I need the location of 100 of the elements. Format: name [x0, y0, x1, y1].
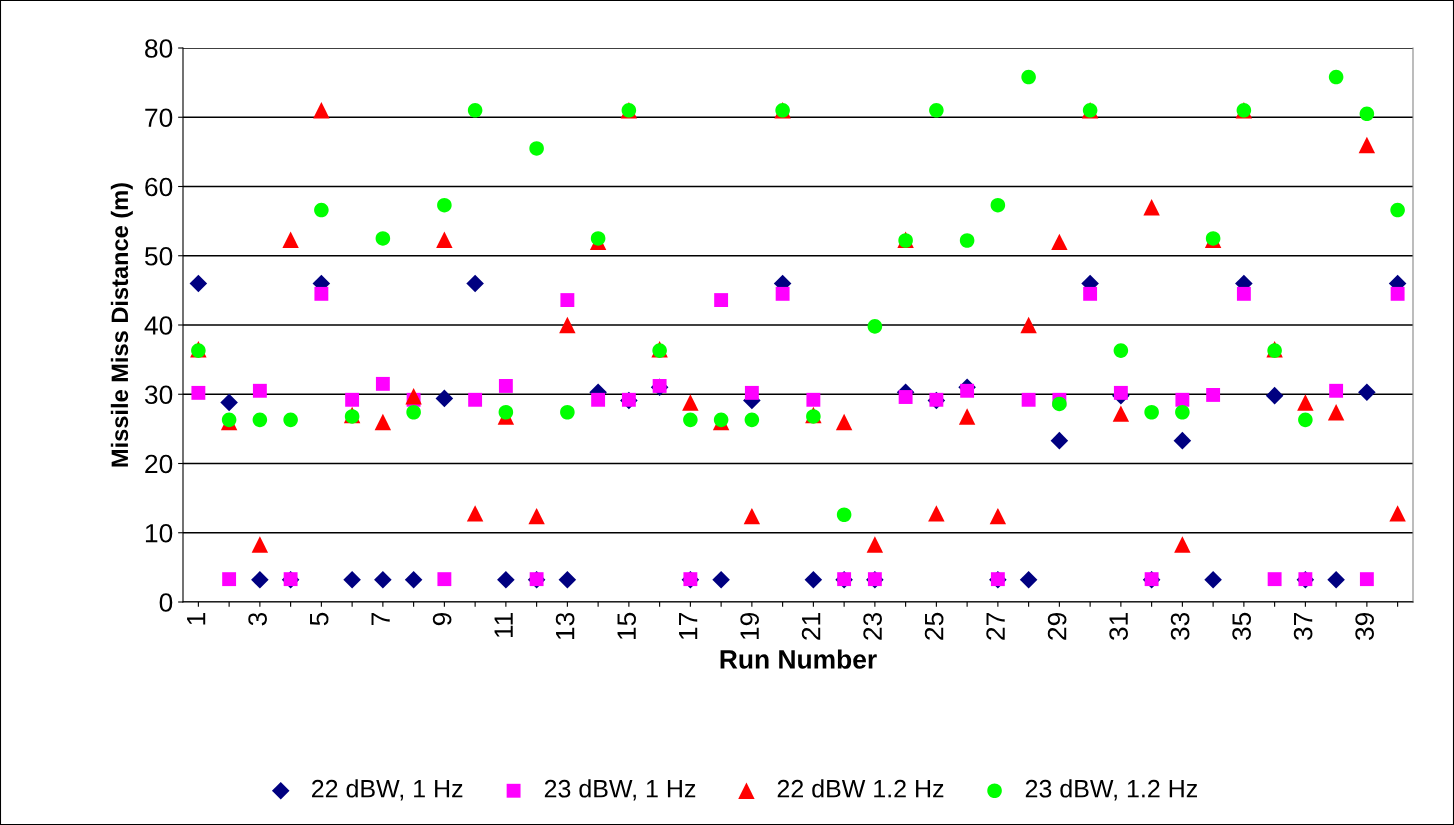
point	[682, 394, 699, 411]
point	[404, 571, 423, 589]
legend-label: 23 dBW, 1.2 Hz	[1025, 779, 1198, 801]
point	[466, 505, 484, 522]
point	[652, 379, 667, 393]
point	[1359, 106, 1375, 122]
point	[1175, 404, 1190, 420]
point	[406, 404, 421, 420]
point	[251, 571, 269, 589]
legend-label: 22 dBW 1.2 Hz	[777, 779, 944, 798]
point	[468, 392, 483, 407]
x-tick-label: 25	[924, 612, 944, 640]
point	[959, 233, 975, 248]
point	[1267, 572, 1282, 587]
point	[1265, 386, 1284, 405]
point	[498, 404, 514, 420]
y-tick-label: 40	[144, 316, 173, 335]
point	[252, 383, 267, 398]
point	[1236, 286, 1251, 301]
point	[191, 385, 206, 400]
point	[1173, 431, 1192, 450]
y-tick-label: 0	[159, 593, 173, 612]
point	[437, 197, 452, 213]
point	[960, 383, 975, 398]
point	[1021, 69, 1036, 85]
point	[929, 103, 944, 118]
point	[714, 293, 729, 308]
y-tick-label: 70	[145, 108, 173, 128]
point	[374, 413, 392, 431]
point	[1050, 431, 1069, 450]
point	[560, 293, 575, 308]
point	[990, 197, 1006, 213]
point	[435, 389, 454, 408]
point	[1174, 536, 1191, 553]
point	[437, 572, 452, 587]
point	[898, 390, 913, 404]
point	[189, 274, 208, 293]
point	[222, 572, 237, 587]
point	[806, 392, 821, 407]
point	[405, 388, 422, 405]
point	[282, 231, 299, 249]
y-tick-label: 20	[145, 454, 173, 474]
y-axis-title: Missile Miss Distance (m)	[110, 183, 133, 467]
point	[1052, 396, 1067, 412]
point	[744, 412, 760, 428]
y-tick-label: 10	[145, 523, 173, 543]
point	[591, 392, 606, 407]
x-tick-label: 33	[1170, 612, 1190, 641]
y-tick-label: 50	[144, 246, 173, 266]
point	[436, 231, 453, 249]
point	[928, 505, 945, 522]
point	[958, 408, 976, 425]
point	[345, 392, 360, 407]
point	[1389, 505, 1406, 522]
point	[743, 507, 761, 525]
point	[867, 319, 883, 334]
x-tick-label: 39	[1355, 612, 1374, 641]
point	[466, 274, 484, 293]
point	[1327, 404, 1345, 421]
point	[1113, 385, 1128, 400]
y-tick-label: 80	[145, 39, 173, 58]
point	[1328, 69, 1344, 85]
point	[836, 507, 852, 523]
point	[683, 412, 698, 428]
point	[835, 413, 853, 431]
point	[314, 286, 329, 301]
point	[374, 571, 392, 589]
point	[1113, 343, 1129, 358]
point	[558, 571, 577, 589]
point	[283, 412, 298, 428]
point	[375, 231, 391, 246]
point	[1112, 405, 1130, 422]
point	[1206, 388, 1221, 402]
x-tick-label: 31	[1109, 613, 1128, 641]
point	[1359, 572, 1374, 587]
point	[1329, 383, 1344, 398]
point	[343, 571, 361, 589]
point	[559, 316, 576, 334]
x-tick-label: 3	[248, 612, 267, 626]
x-tick-label: 23	[863, 612, 882, 640]
point	[1175, 392, 1190, 407]
x-tick-label: 9	[432, 612, 452, 626]
point	[1051, 233, 1068, 251]
point	[251, 536, 269, 553]
point	[528, 507, 545, 525]
point	[1019, 571, 1038, 589]
point	[744, 385, 759, 400]
x-tick-label: 19	[740, 612, 759, 640]
x-tick-label: 29	[1047, 612, 1067, 640]
point	[1390, 202, 1405, 218]
point	[1020, 316, 1037, 334]
point	[1144, 404, 1159, 420]
point	[804, 571, 823, 589]
point	[590, 231, 606, 246]
point	[1358, 383, 1376, 401]
point	[1390, 286, 1405, 301]
point	[1204, 571, 1222, 589]
point	[252, 412, 268, 428]
point	[498, 379, 513, 393]
point	[313, 102, 330, 119]
